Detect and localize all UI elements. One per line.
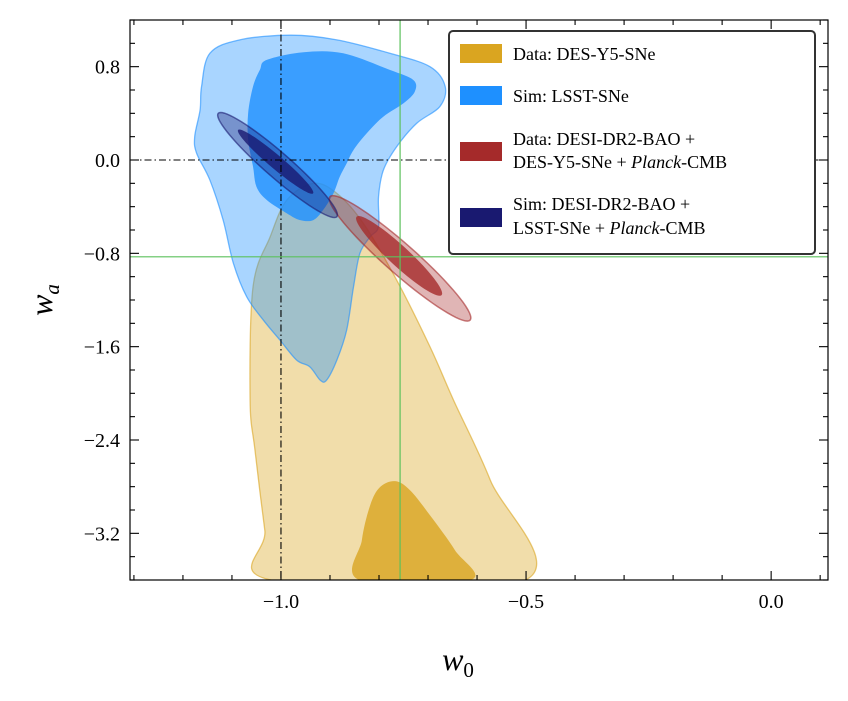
axis-ticks: [130, 19, 828, 581]
legend: Data: DES-Y5-SNe Sim: LSST-SNe Data: DES…: [448, 30, 816, 255]
legend-label: Sim: LSST-SNe: [513, 86, 629, 106]
legend-item: Sim: LSST-SNe: [460, 86, 629, 106]
legend-item: Data: DES-Y5-SNe: [460, 44, 655, 64]
y-tick-label: −3.2: [84, 523, 120, 545]
y-tick-label: −2.4: [84, 430, 120, 452]
legend-label: LSST-SNe + Planck-CMB: [513, 218, 706, 238]
y-tick-labels: 0.8 0.0 −0.8 −1.6 −2.4 −3.2: [84, 57, 120, 546]
y-tick-label: 0.0: [95, 150, 120, 172]
legend-item: Sim: DESI-DR2-BAO + LSST-SNe + Planck-CM…: [460, 194, 706, 238]
contour-layer: [193, 34, 538, 580]
legend-swatch: [460, 208, 502, 227]
legend-swatch: [460, 142, 502, 161]
legend-swatch: [460, 44, 502, 63]
data-desi-dr2-bao-des-y5-sne-planck-cmb-inner-contour: [356, 216, 443, 296]
legend-swatch: [460, 86, 502, 105]
x-tick-labels: −1.0 −0.5 0.0: [263, 591, 784, 613]
y-axis-label: wa: [23, 284, 64, 316]
x-axis-label: w0: [442, 641, 474, 682]
y-tick-label: 0.8: [95, 57, 120, 79]
legend-box: [448, 30, 816, 255]
x-tick-label: −0.5: [508, 591, 544, 613]
data-des-y5-sne-outer-contour: [249, 182, 538, 580]
y-tick-label: −1.6: [84, 337, 120, 359]
legend-label: Data: DES-Y5-SNe: [513, 44, 655, 64]
x-tick-label: 0.0: [759, 591, 784, 613]
legend-item: Data: DESI-DR2-BAO + DES-Y5-SNe + Planck…: [460, 129, 727, 172]
data-des-y5-sne-inner-contour: [352, 481, 476, 580]
legend-label: DES-Y5-SNe + Planck-CMB: [513, 152, 727, 172]
sim-desi-dr2-bao-lsst-sne-planck-cmb-inner-contour: [237, 129, 314, 194]
legend-label: Sim: DESI-DR2-BAO +: [513, 194, 690, 214]
y-tick-label: −0.8: [84, 243, 120, 265]
x-tick-label: −1.0: [263, 591, 299, 613]
legend-label: Data: DESI-DR2-BAO +: [513, 129, 695, 149]
